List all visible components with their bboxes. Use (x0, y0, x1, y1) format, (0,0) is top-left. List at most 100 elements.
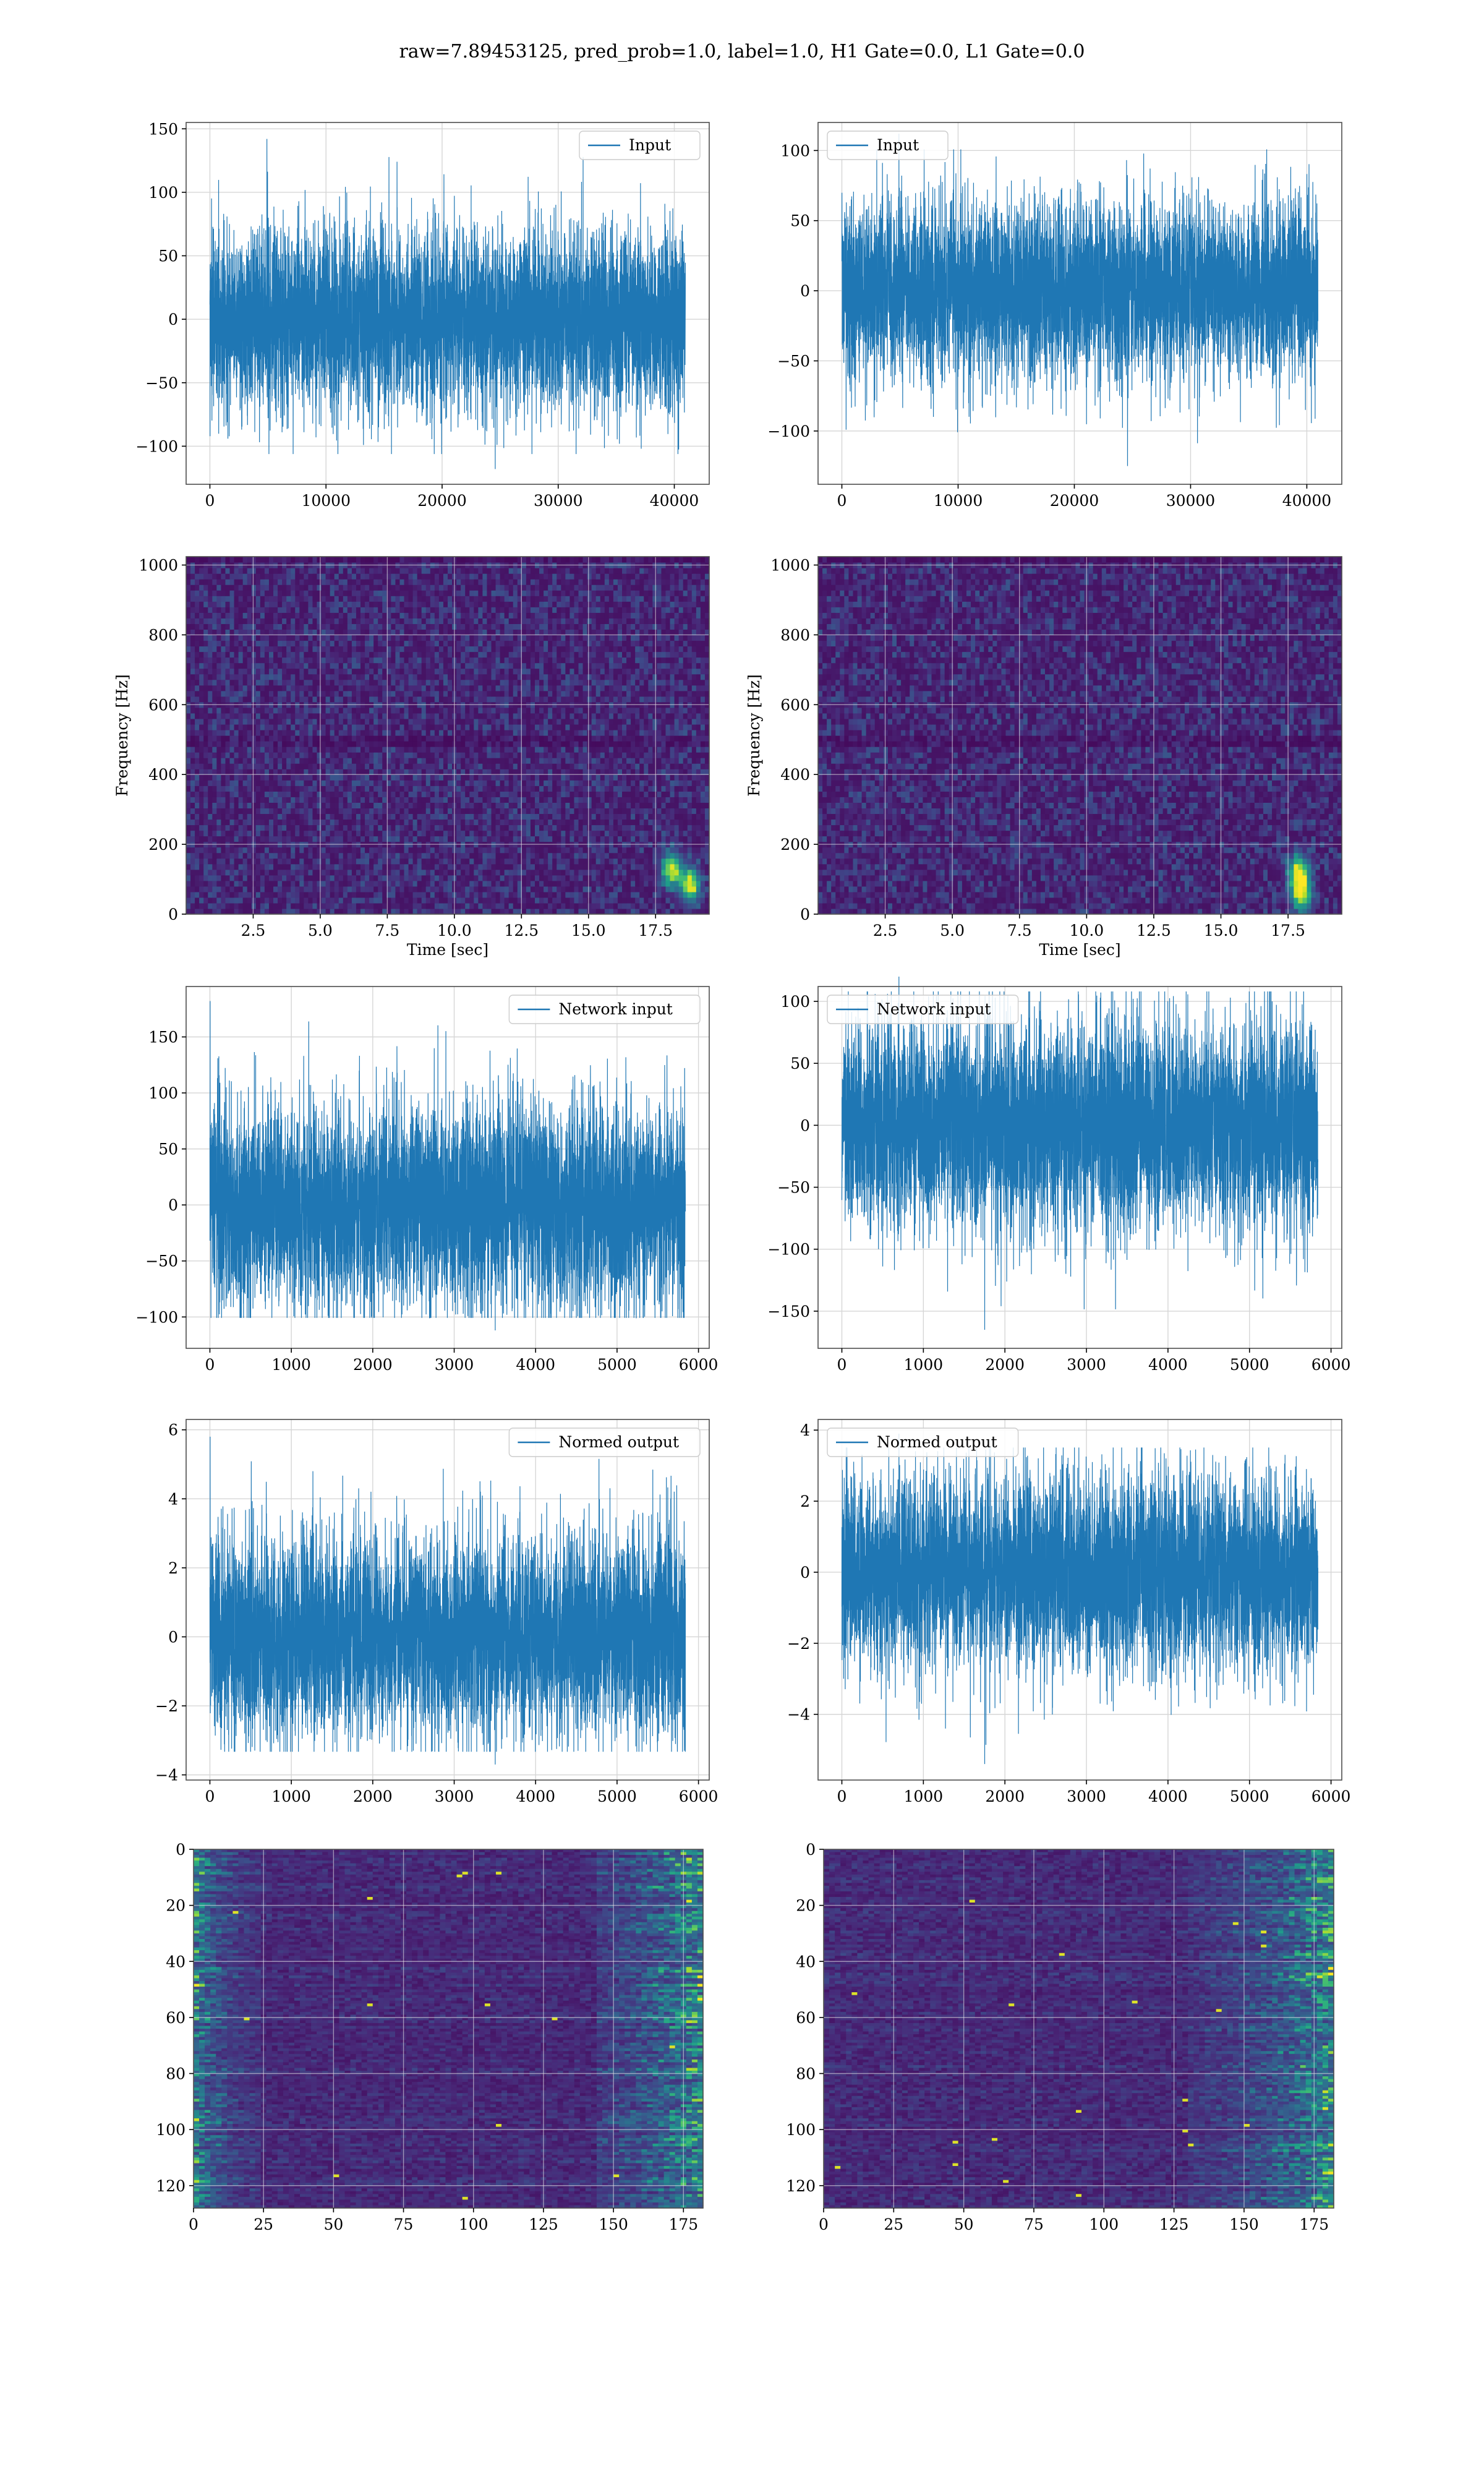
heatmap-cell (661, 752, 666, 758)
heatmap-cell (360, 780, 365, 786)
heatmap-cell (526, 875, 531, 881)
heatmap-cell (278, 802, 283, 808)
heatmap-cell (208, 864, 213, 870)
heatmap-cell (278, 747, 283, 753)
heatmap-cell (496, 909, 501, 915)
heatmap-cell (373, 808, 378, 814)
heatmap-cell (273, 847, 278, 854)
heatmap-cell (278, 719, 283, 725)
heatmap-cell (326, 853, 331, 859)
heatmap-cell (409, 763, 414, 769)
heatmap-cell (286, 813, 291, 820)
heatmap-cell (652, 719, 657, 725)
heatmap-cell (322, 886, 326, 892)
heatmap-cell (569, 819, 574, 825)
heatmap-cell (186, 864, 191, 870)
heatmap-cell (256, 886, 261, 892)
heatmap-cell (373, 903, 378, 909)
heatmap-cell (409, 802, 414, 808)
heatmap-cell (439, 897, 444, 904)
heatmap-cell (373, 864, 378, 870)
heatmap-cell (487, 691, 492, 697)
heatmap-cell (482, 747, 487, 753)
heatmap-cell (639, 685, 644, 691)
heatmap-cell (618, 735, 623, 742)
heatmap-cell (225, 747, 230, 753)
heatmap-cell (426, 881, 431, 887)
heatmap-cell (373, 797, 378, 803)
heatmap-cell (335, 741, 339, 747)
heatmap-cell (613, 797, 618, 803)
heatmap-cell (203, 847, 208, 854)
heatmap-cell (330, 870, 335, 876)
heatmap-cell (692, 847, 697, 854)
heatmap-cell (365, 825, 370, 831)
heatmap-cell (552, 769, 557, 775)
heatmap-cell (186, 741, 191, 747)
heatmap-cell (482, 785, 487, 792)
heatmap-cell (609, 696, 614, 703)
heatmap-cell (492, 858, 497, 865)
heatmap-cell (635, 747, 640, 753)
heatmap-cell (579, 769, 584, 775)
heatmap-cell (644, 836, 649, 842)
heatmap-cell (631, 735, 636, 742)
heatmap-cell (339, 752, 344, 758)
heatmap-cell (500, 763, 505, 769)
heatmap-cell (234, 819, 239, 825)
heatmap-cell (295, 708, 300, 714)
heatmap-cell (282, 903, 287, 909)
heatmap-cell (265, 808, 270, 814)
heatmap-cell (399, 847, 404, 854)
heatmap-cell (417, 797, 422, 803)
heatmap-cell (509, 858, 514, 865)
heatmap-cell (592, 808, 597, 814)
heatmap-cell (639, 808, 644, 814)
heatmap-cell (291, 774, 296, 781)
heatmap-cell (430, 791, 435, 797)
heatmap-cell (286, 886, 291, 892)
heatmap-cell (648, 724, 653, 730)
heatmap-cell (574, 808, 579, 814)
heatmap-cell (256, 808, 261, 814)
heatmap-cell (360, 825, 365, 831)
heatmap-cell (609, 708, 614, 714)
heatmap-cell (556, 847, 561, 854)
heatmap-cell (399, 780, 404, 786)
heatmap-cell (216, 847, 221, 854)
heatmap-cell (286, 825, 291, 831)
heatmap-cell (252, 774, 257, 781)
heatmap-cell (513, 875, 518, 881)
heatmap-cell (556, 791, 561, 797)
heatmap-cell (688, 897, 693, 904)
heatmap-cell (526, 831, 531, 837)
heatmap-cell (505, 747, 510, 753)
heatmap-cell (539, 724, 544, 730)
heatmap-cell (648, 870, 653, 876)
heatmap-cell (195, 735, 200, 742)
heatmap-cell (631, 730, 636, 736)
heatmap-cell (212, 808, 217, 814)
heatmap-cell (648, 853, 653, 859)
heatmap-cell (304, 696, 309, 703)
heatmap-cell (670, 864, 675, 870)
heatmap-cell (526, 696, 531, 703)
heatmap-cell (195, 730, 200, 736)
heatmap-cell (461, 747, 466, 753)
heatmap-cell (304, 831, 309, 837)
heatmap-cell (548, 802, 553, 808)
heatmap-cell (221, 758, 226, 764)
heatmap-cell (265, 825, 270, 831)
heatmap-cell (596, 858, 601, 865)
heatmap-cell (544, 791, 548, 797)
heatmap-cell (208, 791, 213, 797)
heatmap-cell (265, 685, 270, 691)
heatmap-cell (692, 774, 697, 781)
heatmap-cell (688, 713, 693, 719)
heatmap-cell (317, 752, 322, 758)
heatmap-cell (234, 875, 239, 881)
heatmap-cell (335, 813, 339, 820)
heatmap-cell (639, 819, 644, 825)
heatmap-cell (639, 831, 644, 837)
heatmap-cell (639, 769, 644, 775)
